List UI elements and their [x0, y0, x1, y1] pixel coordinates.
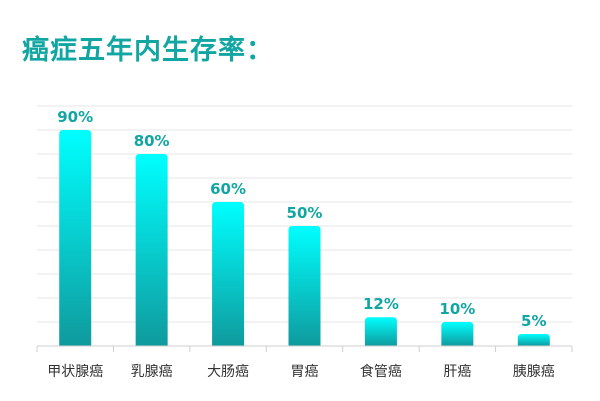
- value-label: 10%: [439, 300, 475, 318]
- bar-5: [364, 317, 397, 346]
- bar-4: [288, 226, 321, 346]
- category-label: 胃癌: [291, 364, 319, 380]
- value-label: 60%: [210, 180, 246, 198]
- value-label: 90%: [57, 108, 93, 126]
- labels: 90% 甲状腺癌 80% 乳腺癌 60% 大肠癌 50% 胃癌 12% 食管癌 10% 肝癌 5% 胰腺癌: [47, 108, 555, 380]
- bar-6: [441, 322, 474, 346]
- category-label: 甲状腺癌: [47, 364, 103, 380]
- category-label: 大肠癌: [207, 364, 249, 380]
- category-label: 乳腺癌: [131, 364, 173, 380]
- category-label: 胰腺癌: [513, 364, 555, 380]
- bar-1: [59, 130, 92, 346]
- bar-2: [135, 154, 168, 346]
- chart-title: 癌症五年内生存率：: [22, 35, 274, 66]
- bar-3: [212, 202, 245, 346]
- category-label: 肝癌: [443, 364, 471, 380]
- bars: [59, 130, 550, 346]
- value-label: 80%: [134, 132, 170, 150]
- bar-7: [517, 334, 550, 346]
- value-label: 12%: [363, 295, 399, 313]
- value-label: 5%: [521, 312, 546, 330]
- x-axis: [36, 345, 573, 352]
- value-label: 50%: [287, 204, 323, 222]
- category-label: 食管癌: [360, 363, 402, 380]
